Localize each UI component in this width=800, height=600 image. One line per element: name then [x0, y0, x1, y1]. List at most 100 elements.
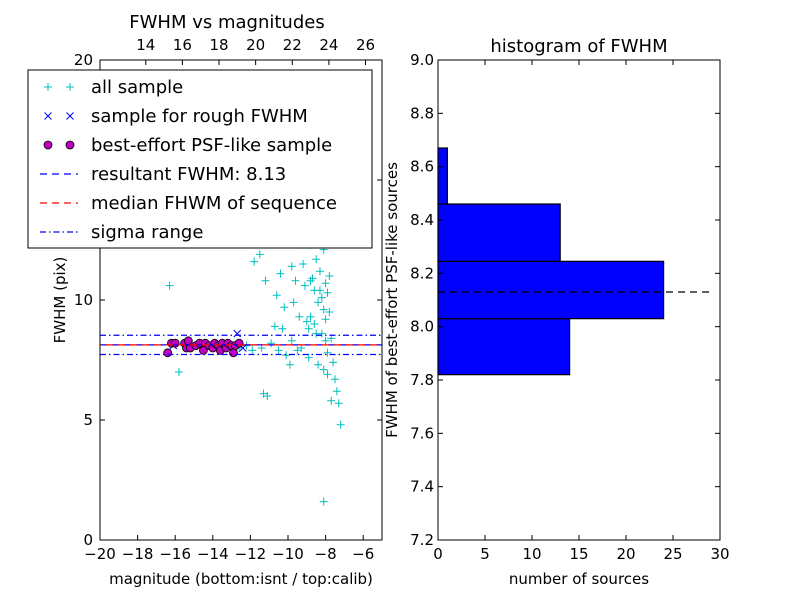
legend-label: best-effort PSF-like sample [91, 135, 332, 156]
y-tick-label: 8.4 [410, 211, 434, 229]
top-tick-label: 24 [319, 36, 338, 54]
point-all-sample [323, 370, 332, 379]
legend-symbol [66, 112, 74, 120]
point-all-sample [312, 255, 321, 264]
histogram-x-axis: 0 5 10 15 20 25 30 [433, 60, 730, 563]
scatter-x-axis: −20 −18 −16 −14 −12 −10 −8 −6 [84, 535, 374, 563]
legend-symbol [43, 140, 53, 150]
point-all-sample [334, 399, 343, 408]
histogram-bar [437, 203, 561, 262]
point-all-sample [315, 267, 324, 276]
point-all-sample [321, 336, 330, 345]
point-all-sample [300, 281, 309, 290]
legend-symbol [44, 83, 52, 91]
histogram-bars [437, 92, 665, 376]
point-all-sample [317, 293, 326, 302]
top-tick-label: 26 [356, 36, 375, 54]
legend-entry: sigma range [40, 222, 203, 243]
x-tick-label: −20 [84, 545, 116, 563]
scatter-title: FWHM vs magnitudes [129, 12, 324, 33]
point-all-sample [332, 387, 341, 396]
point-all-sample [314, 360, 323, 369]
point-all-sample [310, 320, 319, 328]
point-all-sample [325, 308, 334, 316]
x-tick-label: −6 [352, 545, 374, 563]
x-tick-label: 0 [433, 545, 443, 563]
scatter-x-axis-label: magnitude (bottom:isnt / top:calib) [109, 570, 373, 588]
y-tick-label: 7.2 [410, 531, 434, 549]
point-all-sample [267, 339, 276, 348]
point-all-sample [317, 329, 326, 338]
point-all-sample [250, 257, 259, 266]
top-tick-label: 18 [209, 36, 228, 54]
point-all-sample [280, 303, 289, 312]
legend-label: sample for rough FWHM [91, 106, 308, 127]
histogram-bar [437, 260, 665, 320]
histogram-panel: 0 5 10 15 20 25 30 7.2 7.4 7.6 7.8 8.0 8.2 8.4 8.6 8.8… [383, 36, 730, 588]
point-psf-like [163, 348, 173, 358]
y-tick-label: 10 [74, 291, 93, 309]
top-tick-label: 16 [173, 36, 192, 54]
scatter-reference-lines [100, 334, 382, 356]
histogram-bar [437, 318, 571, 376]
point-all-sample [261, 276, 270, 285]
point-all-sample [306, 276, 315, 285]
point-all-sample [302, 317, 311, 326]
point-all-sample [255, 250, 264, 259]
point-psf-like [234, 338, 244, 348]
y-tick-label: 20 [74, 51, 93, 69]
legend-entry: sample for rough FWHM [44, 106, 308, 127]
y-tick-label: 0 [83, 531, 93, 549]
point-all-sample [319, 497, 328, 506]
legend-symbol [44, 112, 52, 120]
point-all-sample [272, 291, 281, 300]
y-tick-label: 8.6 [410, 158, 434, 176]
point-all-sample [336, 420, 345, 429]
y-tick-label: 9.0 [410, 51, 434, 69]
histogram-x-axis-label: number of sources [509, 570, 649, 588]
top-tick-label: 22 [283, 36, 302, 54]
scatter-legend: all sample sample for rough FWHM best-effo… [27, 69, 373, 249]
x-tick-label: −16 [159, 545, 191, 563]
point-all-sample [329, 358, 338, 367]
point-all-sample [263, 392, 272, 400]
y-tick-label: 8.2 [410, 264, 434, 282]
point-all-sample [314, 298, 323, 307]
legend-entry: best-effort PSF-like sample [43, 135, 332, 156]
point-psf-like [229, 348, 238, 358]
point-all-sample [276, 269, 285, 278]
x-tick-label: −14 [197, 545, 229, 563]
point-all-sample [321, 279, 330, 288]
legend-box [27, 69, 373, 249]
x-tick-label: 25 [663, 545, 682, 563]
point-all-sample [304, 353, 313, 362]
point-all-sample [242, 341, 251, 350]
x-tick-label: 5 [480, 545, 490, 563]
scatter-top-axis: 14 16 18 20 22 24 26 [136, 36, 375, 65]
y-tick-label: 7.4 [410, 478, 434, 496]
legend-label: resultant FWHM: 8.13 [91, 164, 286, 185]
x-tick-label: 10 [522, 545, 541, 563]
point-all-sample [325, 272, 334, 280]
point-all-sample [285, 360, 294, 369]
point-all-sample [319, 365, 328, 374]
histogram-y-axis: 7.2 7.4 7.6 7.8 8.0 8.2 8.4 8.6 8.8 9.0 [410, 51, 720, 549]
point-all-sample [315, 286, 324, 295]
point-all-sample [287, 262, 296, 271]
point-all-sample [248, 346, 257, 355]
legend-symbol [66, 83, 74, 91]
point-all-sample [295, 312, 304, 321]
histogram-y-axis-label: FWHM of best-effort PSF-like sources [383, 162, 401, 438]
point-all-sample [304, 324, 313, 333]
point-all-sample [291, 276, 300, 285]
legend-entry: all sample [44, 77, 183, 98]
point-all-sample [174, 368, 183, 376]
point-all-sample [321, 315, 330, 324]
point-all-sample [323, 288, 332, 297]
point-all-sample [270, 322, 279, 331]
y-tick-label: 7.6 [410, 424, 434, 442]
x-tick-label: 20 [616, 545, 635, 563]
x-tick-label: 15 [569, 545, 588, 563]
x-tick-label: −8 [315, 545, 337, 563]
